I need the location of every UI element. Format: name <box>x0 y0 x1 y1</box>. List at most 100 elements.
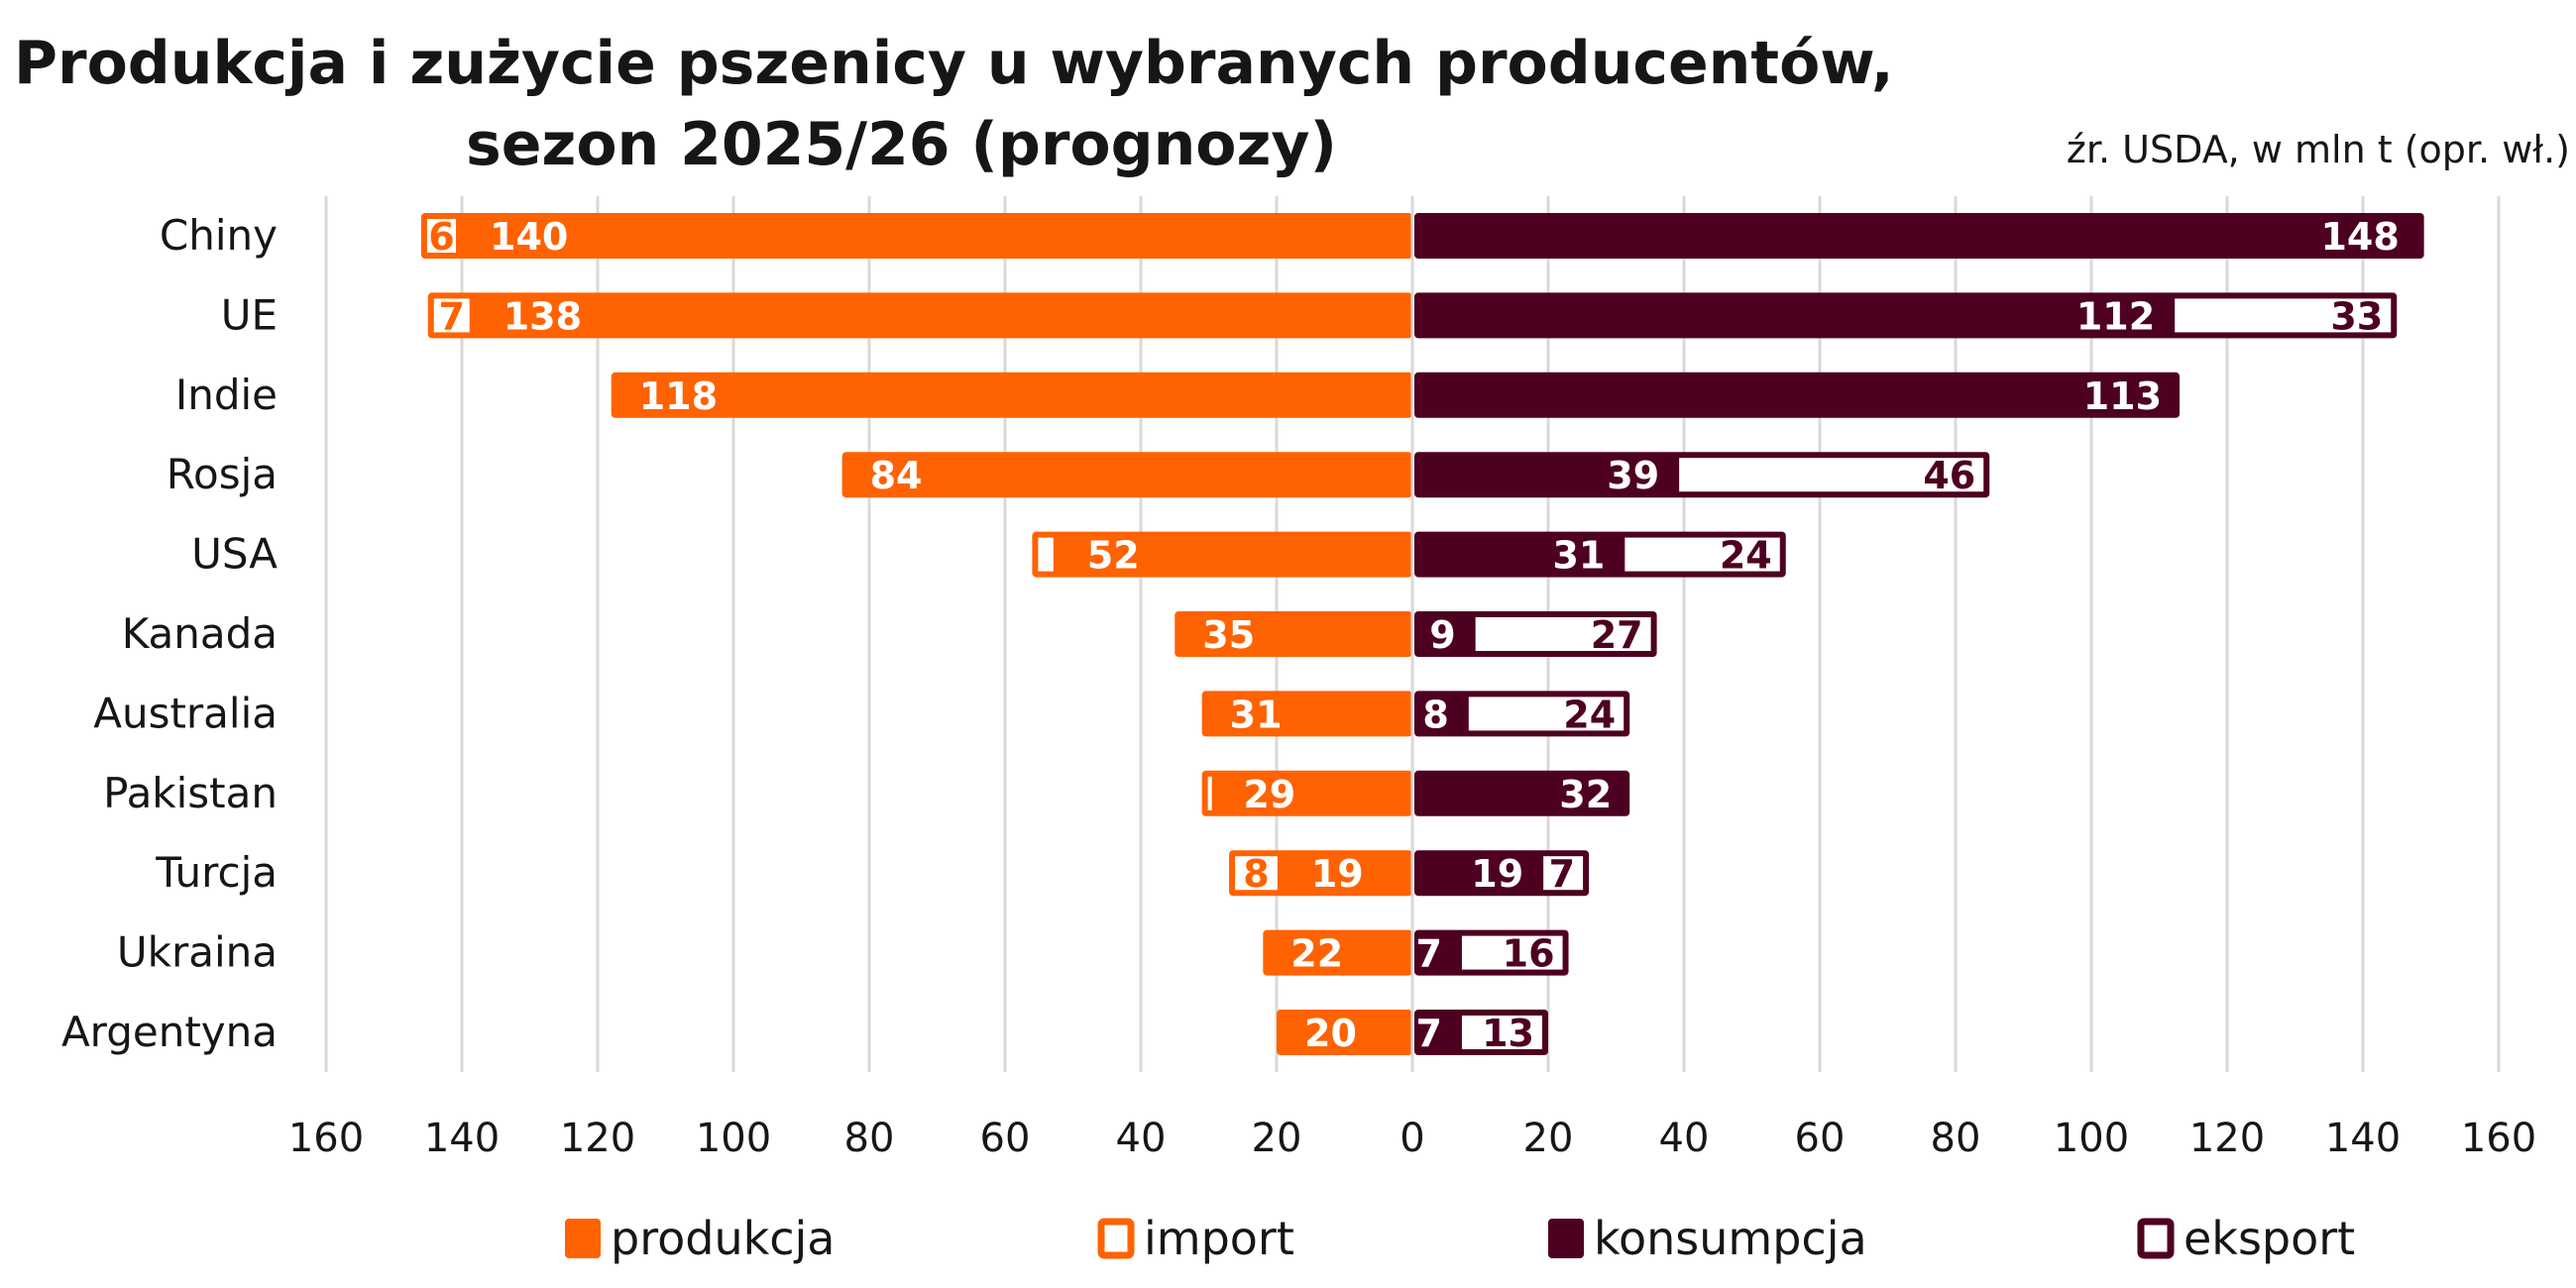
category-label: Rosja <box>167 450 278 498</box>
bar-group: 84 46 39 <box>841 452 1990 498</box>
bar-group: 20 13 7 <box>1277 1010 1548 1055</box>
bar-produkcja <box>420 213 1412 259</box>
bar-group: 8 19 7 19 <box>1229 850 1590 897</box>
bar-group: 29 32 <box>1201 770 1630 816</box>
chart-title-line-1: Produkcja i zużycie pszenicy u wybranych… <box>14 29 1894 98</box>
legend-label: eksport <box>2184 1212 2355 1265</box>
x-tick-label: 60 <box>980 1116 1031 1161</box>
x-axis-ticks: 160 140 120 100 80 60 40 20 0 20 40 60 80 100 120 140 16… <box>288 1116 2536 1161</box>
legend-label: produkcja <box>611 1212 836 1265</box>
label-konsumpcja: 8 <box>1422 693 1448 736</box>
category-label: Ukraina <box>117 928 278 977</box>
bar-eksport <box>1468 697 1624 731</box>
bar-import <box>1207 776 1212 810</box>
x-tick-label: 120 <box>2189 1116 2265 1161</box>
label-eksport: 24 <box>1563 693 1616 736</box>
category-label: Argentyna <box>61 1008 278 1056</box>
x-tick-label: 40 <box>1659 1116 1710 1161</box>
bar-eksport <box>1679 458 1984 492</box>
bar-produkcja <box>1201 691 1412 737</box>
x-tick-label: 60 <box>1795 1116 1846 1161</box>
legend: produkcja import konsumpcja eksport <box>565 1212 2355 1265</box>
chart-title-line-2: sezon 2025/26 (prognozy) <box>466 110 1337 179</box>
bar-konsumpcja <box>1414 372 2181 418</box>
legend-swatch <box>1097 1218 1135 1259</box>
label-import: 7 <box>438 294 464 338</box>
label-konsumpcja: 32 <box>1559 773 1612 816</box>
label-konsumpcja: 9 <box>1429 613 1455 657</box>
legend-swatch <box>1548 1219 1584 1258</box>
category-labels: Chiny UE Indie Rosja USA Kanada Australia Pakis… <box>61 211 278 1056</box>
bar-import <box>433 298 470 333</box>
bar-produkcja <box>1263 929 1412 976</box>
legend-swatch <box>2137 1218 2175 1259</box>
label-produkcja: 19 <box>1311 852 1364 896</box>
label-konsumpcja: 113 <box>2083 375 2162 418</box>
bar-eksport <box>2175 298 2392 333</box>
gridlines <box>324 196 2501 1072</box>
label-produkcja: 140 <box>490 215 568 259</box>
legend-swatch <box>565 1219 601 1258</box>
bar-import <box>426 219 456 253</box>
bar-produkcja <box>1032 531 1412 578</box>
bar-konsumpcja <box>1414 213 2424 259</box>
x-tick-label: 100 <box>696 1116 771 1161</box>
x-tick-label: 160 <box>288 1116 364 1161</box>
bar-group: 22 16 7 <box>1263 929 1569 976</box>
label-konsumpcja: 7 <box>1415 932 1441 976</box>
label-produkcja: 84 <box>870 454 923 497</box>
bar-produkcja <box>1175 611 1412 657</box>
label-eksport: 27 <box>1591 613 1643 657</box>
x-tick-label: 160 <box>2461 1116 2536 1161</box>
legend-item-import: import <box>1097 1212 1294 1265</box>
bar-eksport <box>1624 537 1780 572</box>
bar-produkcja <box>611 372 1412 418</box>
label-eksport: 24 <box>1720 534 1772 578</box>
category-label: Indie <box>175 371 278 419</box>
bar-import <box>1235 856 1278 891</box>
legend-label: konsumpcja <box>1594 1212 1867 1265</box>
legend-item-eksport: eksport <box>2137 1212 2355 1265</box>
bar-produkcja <box>1201 770 1412 816</box>
label-konsumpcja: 31 <box>1552 534 1605 578</box>
bar-group: 6 140 148 <box>420 213 2424 259</box>
bar-konsumpcja <box>1414 292 2398 339</box>
x-tick-label: 100 <box>2054 1116 2129 1161</box>
legend-item-produkcja: produkcja <box>565 1212 836 1265</box>
category-label: Turcja <box>155 848 278 897</box>
x-tick-label: 20 <box>1252 1116 1302 1161</box>
bar-group: 31 24 8 <box>1201 691 1630 737</box>
bar-eksport <box>1461 935 1563 970</box>
x-tick-label: 140 <box>2325 1116 2401 1161</box>
category-label: Chiny <box>160 211 278 260</box>
label-produkcja: 138 <box>504 294 582 338</box>
bar-konsumpcja <box>1414 770 1630 816</box>
source-note: źr. USDA, w mln t (opr. wł.) <box>2067 128 2570 171</box>
label-produkcja: 35 <box>1202 613 1255 657</box>
label-produkcja: 20 <box>1304 1012 1357 1055</box>
bar-produkcja <box>1277 1010 1412 1055</box>
bar-produkcja <box>841 452 1412 498</box>
label-eksport: 33 <box>2330 294 2383 338</box>
bar-import <box>1038 537 1054 572</box>
label-konsumpcja: 39 <box>1607 454 1659 497</box>
x-tick-label: 0 <box>1400 1116 1424 1161</box>
label-import: 8 <box>1243 852 1269 896</box>
bar-group: 7 138 33 112 <box>427 292 2398 339</box>
label-produkcja: 31 <box>1230 693 1283 736</box>
category-label: Pakistan <box>103 769 278 817</box>
bar-group: 118 113 <box>611 372 2181 418</box>
bar-eksport <box>1543 856 1584 891</box>
bar-eksport <box>1461 1016 1542 1049</box>
bar-produkcja <box>427 292 1412 339</box>
legend-item-konsumpcja: konsumpcja <box>1548 1212 1867 1265</box>
label-konsumpcja: 112 <box>2076 294 2155 338</box>
label-produkcja: 118 <box>639 375 718 418</box>
x-tick-label: 40 <box>1116 1116 1167 1161</box>
label-eksport: 7 <box>1549 852 1575 896</box>
label-import: 6 <box>428 215 454 259</box>
x-tick-label: 20 <box>1523 1116 1574 1161</box>
category-label: USA <box>191 530 278 579</box>
